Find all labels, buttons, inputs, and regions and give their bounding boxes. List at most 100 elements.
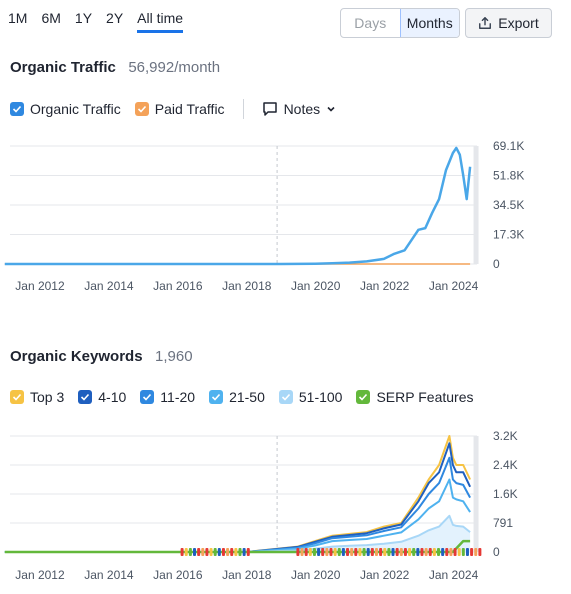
notes-label: Notes	[283, 101, 321, 117]
legend-4-10[interactable]: 4-10	[78, 389, 126, 405]
serp-features-checkbox[interactable]	[356, 390, 371, 404]
y-tick-label: 3.2K	[493, 429, 518, 443]
event-marker	[374, 548, 378, 556]
chevron-down-icon	[327, 106, 335, 112]
pos51-100-area	[4, 515, 471, 552]
event-marker	[238, 548, 242, 556]
event-marker	[201, 548, 205, 556]
x-tick-label: Jan 2024	[429, 279, 479, 293]
traffic-legend: Organic Traffic Paid Traffic Notes	[10, 99, 336, 119]
legend-serp-features[interactable]: SERP Features	[356, 389, 473, 405]
paid-traffic-checkbox[interactable]	[134, 102, 149, 116]
event-marker	[329, 548, 333, 556]
pos11-20-label: 11-20	[160, 389, 196, 405]
event-marker	[441, 548, 445, 556]
event-marker	[242, 548, 246, 556]
top3-checkbox[interactable]	[10, 390, 24, 404]
tab-6m[interactable]: 6M	[41, 10, 61, 26]
x-tick-label: Jan 2018	[222, 568, 272, 582]
event-marker	[312, 548, 316, 556]
x-tick-label: Jan 2022	[360, 568, 410, 582]
legend-paid-traffic[interactable]: Paid Traffic	[134, 101, 225, 117]
pos11-20-checkbox[interactable]	[140, 390, 155, 404]
event-marker	[465, 548, 469, 556]
event-marker	[478, 548, 482, 556]
x-tick-label: Jan 2024	[429, 568, 479, 582]
y-tick-label: 0	[493, 257, 500, 271]
event-marker	[193, 548, 197, 556]
event-marker	[399, 548, 403, 556]
export-button[interactable]: Export	[465, 8, 552, 38]
event-marker	[412, 548, 416, 556]
pos51-100-checkbox[interactable]	[278, 390, 293, 404]
tab-2y[interactable]: 2Y	[106, 10, 124, 26]
x-tick-label: Jan 2012	[15, 568, 65, 582]
pos11-20-series	[4, 456, 471, 553]
y-tick-label: 17.3K	[493, 228, 524, 242]
event-marker	[180, 548, 184, 556]
checkmark-icon	[12, 105, 22, 113]
event-marker	[424, 548, 428, 556]
event-marker	[350, 548, 354, 556]
top3-label: Top 3	[30, 389, 65, 405]
event-marker	[416, 548, 420, 556]
tab-1m[interactable]: 1M	[8, 10, 28, 26]
x-tick-label: Jan 2016	[153, 568, 203, 582]
keywords-heading: Organic Keywords 1,960	[10, 348, 193, 366]
event-marker	[432, 548, 436, 556]
organic-traffic-checkbox[interactable]	[10, 102, 24, 116]
pos4-10-checkbox[interactable]	[78, 390, 93, 404]
pos21-50-checkbox[interactable]	[209, 390, 224, 404]
tab-1y[interactable]: 1Y	[74, 10, 93, 26]
current-period-band	[473, 146, 479, 264]
x-tick-label: Jan 2012	[15, 279, 65, 293]
event-marker	[337, 548, 341, 556]
pos21-50-label: 21-50	[229, 389, 265, 405]
event-marker	[234, 548, 238, 556]
days-option[interactable]: Days	[354, 15, 387, 31]
notes-dropdown[interactable]: Notes	[262, 101, 337, 117]
x-tick-label: Jan 2020	[291, 279, 341, 293]
legend-divider	[242, 99, 244, 119]
legend-51-100[interactable]: 51-100	[278, 389, 343, 405]
event-marker	[341, 548, 345, 556]
event-marker	[184, 548, 188, 556]
current-period-band	[473, 436, 479, 552]
x-tick-label: Jan 2014	[84, 279, 134, 293]
y-tick-label: 34.5K	[493, 198, 524, 212]
legend-21-50[interactable]: 21-50	[209, 389, 265, 405]
event-marker	[387, 548, 391, 556]
event-marker	[437, 548, 441, 556]
event-marker	[221, 548, 225, 556]
checkmark-icon	[12, 393, 22, 401]
event-marker	[188, 548, 192, 556]
event-marker	[449, 548, 453, 556]
event-marker	[209, 548, 213, 556]
months-option[interactable]: Months	[399, 9, 459, 37]
event-marker	[217, 548, 221, 556]
checkmark-icon	[143, 393, 152, 401]
event-marker	[428, 548, 432, 556]
traffic-heading: Organic Traffic 56,992/month	[10, 59, 220, 77]
organic-traffic-line	[4, 146, 472, 266]
event-marker	[391, 548, 395, 556]
period-tabs: 1M 6M 1Y 2Y All time	[8, 10, 184, 33]
legend-organic-traffic[interactable]: Organic Traffic	[10, 101, 121, 117]
event-marker	[403, 548, 407, 556]
pos51-100-label: 51-100	[298, 389, 343, 405]
event-marker	[230, 548, 234, 556]
traffic-title: Organic Traffic	[10, 59, 116, 76]
event-marker	[304, 548, 308, 556]
event-marker	[213, 548, 217, 556]
x-tick-label: Jan 2016	[153, 279, 203, 293]
event-marker	[226, 548, 230, 556]
pos4-10-label: 4-10	[98, 389, 127, 405]
tab-all-time[interactable]: All time	[137, 10, 184, 33]
legend-top3[interactable]: Top 3	[10, 389, 64, 405]
export-icon	[479, 17, 492, 29]
event-marker	[246, 548, 250, 556]
legend-11-20[interactable]: 11-20	[140, 389, 195, 405]
event-marker	[333, 548, 337, 556]
event-marker	[453, 548, 457, 556]
x-tick-label: Jan 2014	[84, 568, 134, 582]
